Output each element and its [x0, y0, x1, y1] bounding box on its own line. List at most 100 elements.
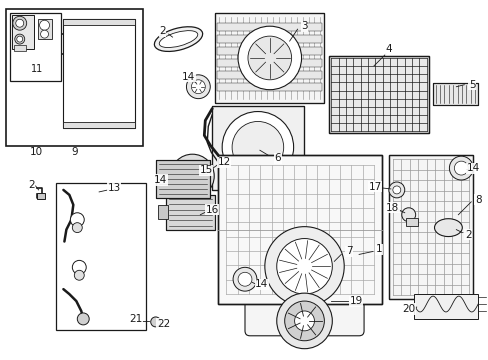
Ellipse shape: [159, 31, 197, 48]
Bar: [217, 35, 322, 43]
Circle shape: [401, 208, 415, 222]
Circle shape: [74, 270, 84, 280]
Bar: [217, 59, 322, 67]
Text: 4: 4: [385, 44, 391, 54]
Text: 19: 19: [349, 296, 362, 306]
Circle shape: [163, 173, 186, 197]
Bar: [63, 19, 135, 25]
Circle shape: [186, 75, 210, 99]
Bar: [157, 205, 167, 219]
Bar: [38, 19, 51, 39]
Circle shape: [77, 313, 89, 325]
Bar: [215, 13, 324, 103]
Text: 14: 14: [466, 163, 479, 173]
Bar: [215, 13, 324, 103]
Circle shape: [191, 80, 205, 94]
Circle shape: [170, 154, 214, 198]
Circle shape: [41, 30, 48, 38]
Bar: [217, 83, 322, 91]
Text: 20: 20: [401, 304, 414, 314]
Text: 14: 14: [255, 279, 268, 289]
Bar: [63, 19, 135, 129]
Circle shape: [233, 267, 256, 291]
Bar: [10, 13, 61, 81]
Text: 12: 12: [217, 157, 230, 167]
Text: 21: 21: [129, 314, 142, 324]
Bar: [63, 122, 135, 129]
Text: 2: 2: [464, 230, 470, 239]
Text: 10: 10: [30, 147, 43, 157]
Circle shape: [150, 317, 161, 327]
Bar: [14, 45, 26, 51]
Bar: [6, 9, 142, 146]
Text: 2: 2: [28, 180, 35, 190]
Bar: [217, 71, 322, 79]
Circle shape: [13, 16, 27, 30]
Circle shape: [294, 311, 314, 331]
Circle shape: [232, 121, 283, 173]
Circle shape: [72, 260, 86, 274]
Circle shape: [238, 26, 301, 90]
Circle shape: [222, 112, 293, 183]
Bar: [405, 218, 417, 226]
Text: 6: 6: [274, 153, 281, 163]
Bar: [328, 56, 427, 133]
Circle shape: [238, 272, 251, 286]
Bar: [218, 155, 381, 304]
Bar: [388, 155, 472, 299]
Text: 1: 1: [375, 244, 382, 255]
Bar: [432, 83, 477, 105]
Circle shape: [15, 34, 25, 44]
Text: 17: 17: [367, 182, 381, 192]
Text: 11: 11: [30, 64, 42, 74]
Bar: [432, 83, 477, 105]
Bar: [212, 105, 303, 190]
Bar: [37, 193, 44, 199]
Circle shape: [40, 20, 49, 30]
Circle shape: [16, 19, 24, 27]
Circle shape: [177, 161, 207, 191]
Bar: [165, 195, 215, 230]
Bar: [155, 160, 210, 198]
Text: 3: 3: [301, 21, 307, 31]
Circle shape: [453, 161, 468, 175]
Text: 8: 8: [474, 195, 481, 205]
Circle shape: [276, 293, 332, 349]
FancyBboxPatch shape: [244, 227, 364, 336]
Circle shape: [284, 301, 324, 341]
Text: 5: 5: [468, 80, 474, 90]
Bar: [328, 56, 427, 133]
Text: 16: 16: [205, 205, 219, 215]
Circle shape: [17, 36, 22, 42]
Circle shape: [276, 239, 332, 294]
Bar: [217, 23, 322, 31]
Bar: [218, 155, 381, 304]
Circle shape: [388, 182, 404, 198]
Text: 18: 18: [386, 203, 399, 213]
Text: 15: 15: [199, 165, 212, 175]
Bar: [217, 47, 322, 55]
Circle shape: [70, 213, 84, 227]
Bar: [413, 294, 477, 319]
Ellipse shape: [434, 219, 461, 237]
Circle shape: [392, 186, 400, 194]
Text: 14: 14: [154, 175, 167, 185]
Circle shape: [448, 156, 472, 180]
Circle shape: [53, 30, 61, 38]
Text: 22: 22: [157, 319, 170, 329]
Ellipse shape: [154, 27, 202, 51]
Bar: [212, 105, 303, 190]
Bar: [56, 183, 145, 330]
Bar: [388, 155, 472, 299]
Bar: [155, 160, 210, 198]
Text: 7: 7: [345, 247, 352, 256]
Circle shape: [264, 227, 344, 306]
Circle shape: [184, 168, 200, 184]
Text: 13: 13: [107, 183, 121, 193]
Circle shape: [167, 178, 181, 192]
Circle shape: [53, 50, 61, 58]
Bar: [12, 15, 34, 49]
Text: 2: 2: [159, 26, 165, 36]
Circle shape: [72, 223, 82, 233]
Bar: [165, 195, 215, 230]
